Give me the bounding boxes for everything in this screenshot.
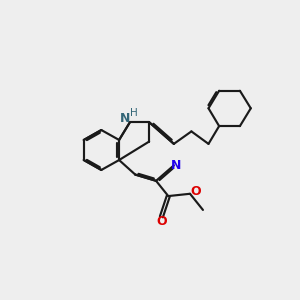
- Text: H: H: [130, 108, 138, 118]
- Text: N: N: [170, 159, 181, 172]
- Text: O: O: [156, 215, 167, 229]
- Text: N: N: [120, 112, 130, 124]
- Text: O: O: [190, 185, 201, 198]
